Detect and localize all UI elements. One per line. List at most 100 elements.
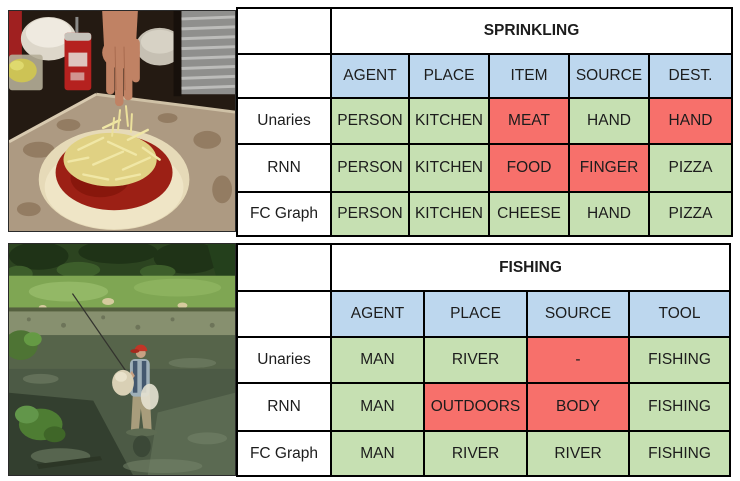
can-opener-handle — [75, 16, 79, 37]
column-header-item: ITEM — [488, 53, 570, 99]
row-label-fcgraph: FC Graph — [236, 430, 332, 477]
cell-rnn-place: OUTDOORS — [423, 382, 528, 432]
cell-rnn-tool: FISHING — [628, 382, 731, 432]
column-header-place: PLACE — [408, 53, 490, 99]
can-lid — [64, 32, 92, 41]
row-label-unaries: Unaries — [236, 336, 332, 384]
cell-rnn-agent: PERSON — [330, 143, 410, 193]
table-row: RNN MAN OUTDOORS BODY FISHING — [236, 382, 731, 432]
column-header-agent: AGENT — [330, 53, 410, 99]
row-label-rnn: RNN — [236, 143, 332, 193]
fisherman — [112, 344, 159, 433]
table-row: FC Graph PERSON KITCHEN CHEESE HAND PIZZ… — [236, 191, 734, 237]
cell-fcgraph-tool: FISHING — [628, 430, 731, 477]
fishing-rod — [71, 293, 133, 381]
table-row: Unaries MAN RIVER - FISHING — [236, 336, 731, 384]
cell-unaries-item: MEAT — [488, 97, 570, 145]
cell-fcgraph-dest: PIZZA — [647, 191, 734, 237]
left-bush-upper — [9, 330, 42, 360]
tray-rim-left — [9, 92, 97, 144]
cell-fcgraph-agent: MAN — [330, 430, 425, 477]
shadow-gap — [173, 11, 182, 97]
cell-fcgraph-place: RIVER — [423, 430, 528, 477]
cell-rnn-place: KITCHEN — [408, 143, 490, 193]
column-header-agent: AGENT — [330, 290, 425, 338]
finger-2 — [115, 46, 124, 107]
water-light-right — [147, 392, 235, 475]
column-header-tool: TOOL — [628, 290, 731, 338]
vest-strap-left — [132, 360, 138, 393]
cap-brim — [130, 349, 140, 354]
cell-unaries-source: HAND — [568, 97, 650, 145]
vest-strap-right — [141, 360, 147, 393]
can-label-patch — [68, 52, 88, 67]
cell-unaries-source: - — [526, 336, 630, 384]
column-header-place: PLACE — [423, 290, 528, 338]
cell-unaries-place: RIVER — [423, 336, 528, 384]
bowl2-rim — [140, 29, 179, 54]
bank-shadow-line — [9, 307, 235, 312]
table-row: RNN PERSON KITCHEN FOOD FINGER PIZZA — [236, 143, 734, 193]
grass-light-patch2 — [133, 278, 222, 297]
tree-foliage — [9, 244, 222, 274]
cell-rnn-source: BODY — [526, 382, 630, 432]
finger-1 — [106, 44, 115, 95]
cheese-strands — [67, 118, 161, 181]
column-header-dest: DEST. — [647, 53, 734, 99]
column-header-source: SOURCE — [526, 290, 630, 338]
red-cap — [134, 344, 148, 352]
bag-highlight — [115, 371, 127, 382]
yellow-food-highlight — [9, 60, 24, 71]
sprinkling-hand — [102, 11, 140, 107]
table-title-fishing: FISHING — [330, 243, 731, 292]
cell-unaries-place: KITCHEN — [408, 97, 490, 145]
fisherman-reflection — [132, 435, 151, 458]
finger-crease — [114, 46, 117, 91]
finger-4 — [131, 38, 140, 83]
row-label-rnn: RNN — [236, 382, 332, 432]
cell-fcgraph-source: HAND — [568, 191, 650, 237]
cell-rnn-agent: MAN — [330, 382, 425, 432]
finger-crease2 — [123, 46, 126, 91]
tray-stains — [16, 113, 233, 217]
cell-unaries-agent: PERSON — [330, 97, 410, 145]
water-reflections — [22, 358, 228, 474]
cell-unaries-tool: FISHING — [628, 336, 731, 384]
cell-rnn-dest: PIZZA — [647, 143, 734, 193]
sprinkling-table: SPRINKLING AGENT PLACE ITEM SOURCE DEST.… — [236, 7, 734, 237]
table-row: Unaries PERSON KITCHEN MEAT HAND HAND — [236, 97, 734, 145]
cell-fcgraph-agent: PERSON — [330, 191, 410, 237]
cell-rnn-source: FINGER — [568, 143, 650, 193]
cell-unaries-dest: HAND — [647, 97, 734, 145]
header-blank-cell — [236, 53, 332, 99]
header-blank-cell — [236, 290, 332, 338]
gravel-speckles — [26, 315, 215, 330]
table-row: FC Graph MAN RIVER RIVER FISHING — [236, 430, 731, 477]
corner-blank-cell — [236, 7, 332, 55]
cell-rnn-item: FOOD — [488, 143, 570, 193]
steel-pot-stack — [181, 11, 235, 95]
corner-blank-cell — [236, 243, 332, 292]
driftwood-log — [36, 456, 103, 470]
cell-fcgraph-item: CHEESE — [488, 191, 570, 237]
finger-3 — [123, 44, 133, 101]
can-label-patch2 — [70, 72, 85, 81]
gravel-bank — [9, 309, 235, 336]
landing-net — [140, 383, 159, 410]
water-ripple — [125, 428, 158, 437]
bowl-rim — [25, 17, 72, 48]
fishing-photo — [8, 243, 236, 476]
row-label-unaries: Unaries — [236, 97, 332, 145]
fishing-table: FISHING AGENT PLACE SOURCE TOOL Unaries … — [236, 243, 731, 477]
cell-fcgraph-place: KITCHEN — [408, 191, 490, 237]
table-title-sprinkling: SPRINKLING — [329, 7, 734, 55]
pot-stack-ridges — [181, 15, 235, 90]
cell-fcgraph-source: RIVER — [526, 430, 630, 477]
grass-light-patch — [28, 281, 109, 302]
cell-unaries-agent: MAN — [330, 336, 425, 384]
falling-cheese — [111, 105, 133, 137]
left-bush-lower — [14, 405, 66, 443]
column-header-source: SOURCE — [568, 53, 650, 99]
pizza-photo — [8, 10, 236, 232]
